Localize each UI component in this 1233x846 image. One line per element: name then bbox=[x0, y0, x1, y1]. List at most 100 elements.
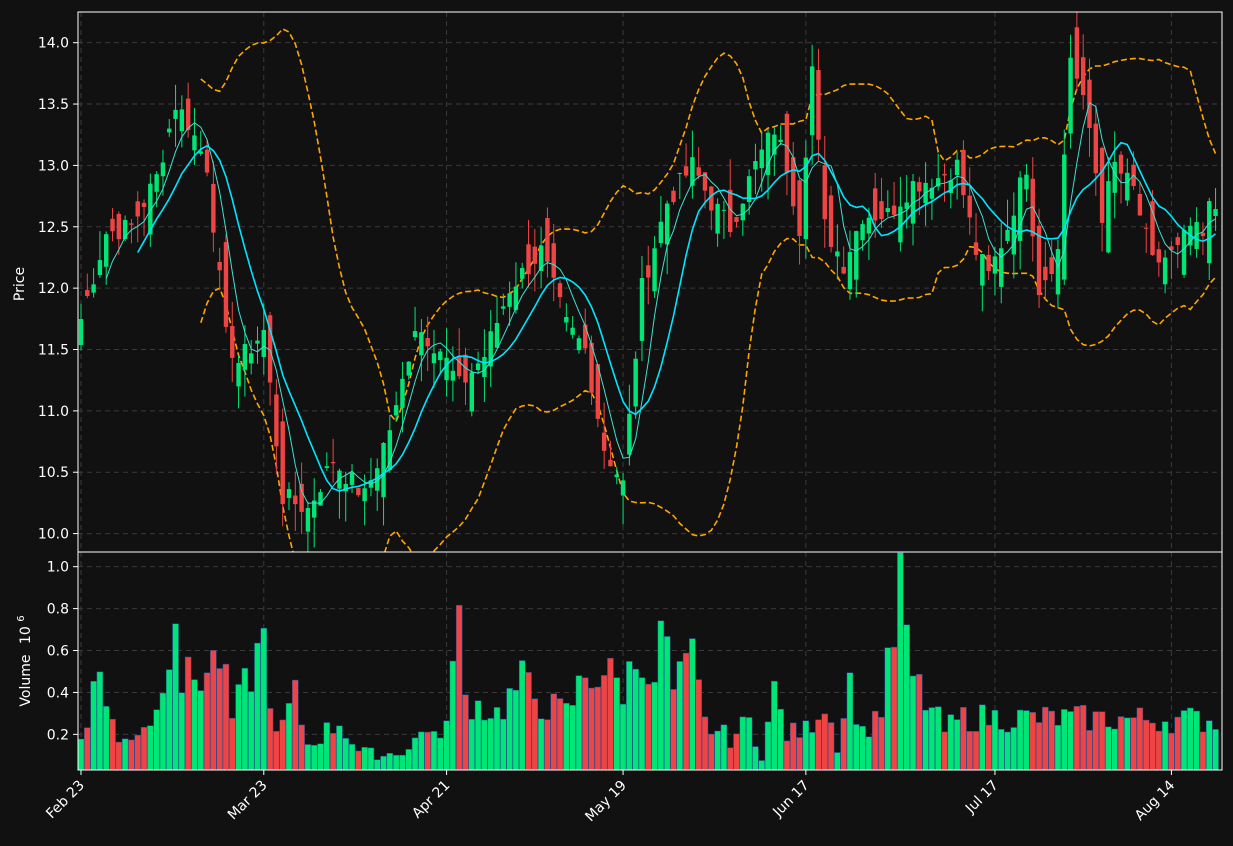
price-tick-label: 10.0 bbox=[38, 527, 69, 543]
candle-body-up bbox=[929, 187, 935, 199]
volume-bar-up bbox=[493, 707, 501, 771]
volume-bar-up bbox=[689, 638, 696, 771]
volume-bar-up bbox=[317, 743, 324, 771]
candle-body-up bbox=[992, 256, 998, 274]
volume-bar-up bbox=[418, 731, 425, 771]
moving-averages bbox=[105, 102, 1216, 504]
volume-bar-up bbox=[102, 706, 110, 771]
volume-bar-up bbox=[481, 719, 488, 771]
volume-bar-down bbox=[588, 687, 595, 771]
candle-body-up bbox=[948, 180, 954, 193]
candle-body-down bbox=[646, 265, 651, 278]
sma-fast-line bbox=[105, 102, 1216, 504]
candle-body-up bbox=[885, 208, 890, 212]
candle-body-down bbox=[595, 364, 601, 419]
volume-bar-down bbox=[134, 734, 141, 771]
volume-bar-down bbox=[695, 679, 702, 771]
volume-bar-up bbox=[777, 708, 784, 771]
candle-body-up bbox=[1213, 209, 1218, 217]
volume-bar-up bbox=[1105, 726, 1112, 771]
volume-bar-up bbox=[802, 720, 810, 771]
svg-text:Volume 10 6: Volume 10 6 bbox=[16, 615, 34, 706]
candle-body-down bbox=[1093, 123, 1098, 174]
volume-bar-down bbox=[960, 707, 967, 771]
candle-body-up bbox=[173, 109, 178, 119]
volume-bar-down bbox=[594, 686, 602, 771]
candle-body-up bbox=[740, 203, 746, 221]
candle-body-up bbox=[570, 327, 575, 335]
volume-bar-down bbox=[109, 718, 116, 771]
candle-body-down bbox=[110, 218, 115, 232]
volume-bar-down bbox=[355, 750, 362, 771]
volume-bar-up bbox=[1124, 717, 1131, 771]
volume-bar-up bbox=[834, 752, 841, 771]
candle-body-down bbox=[1169, 246, 1174, 250]
volume-bar-up bbox=[96, 671, 104, 771]
volume-bar-down bbox=[1048, 710, 1055, 771]
volume-bar-down bbox=[455, 605, 463, 771]
volume-bar-down bbox=[783, 740, 791, 771]
volume-bar-up bbox=[392, 754, 400, 771]
candle-body-down bbox=[879, 201, 884, 220]
volume-bar-up bbox=[235, 684, 242, 771]
candle-body-up bbox=[248, 353, 254, 364]
volume-bar-down bbox=[544, 719, 551, 771]
candle-body-down bbox=[961, 149, 966, 196]
volume-bar-down bbox=[216, 668, 223, 771]
candle-body-up bbox=[305, 508, 311, 532]
sma-slow-line bbox=[137, 141, 1216, 492]
candle-body-down bbox=[116, 213, 122, 240]
price-tick-label: 11.5 bbox=[38, 343, 69, 359]
volume-bar-down bbox=[424, 731, 431, 771]
volume-bar-up bbox=[323, 722, 331, 771]
candle-body-up bbox=[312, 500, 317, 518]
candle-body-up bbox=[1194, 222, 1199, 249]
candle-body-up bbox=[639, 278, 645, 341]
volume-bar-down bbox=[701, 716, 709, 771]
candle-body-down bbox=[973, 242, 979, 255]
volume-bar-up bbox=[147, 725, 154, 771]
volume-bar-down bbox=[581, 677, 589, 771]
candle-body-up bbox=[362, 488, 367, 502]
volume-bar-down bbox=[972, 731, 980, 771]
candle-body-up bbox=[494, 322, 500, 348]
candle-body-up bbox=[866, 217, 872, 234]
volume-bar-down bbox=[796, 737, 803, 771]
volume-bar-up bbox=[468, 719, 476, 771]
volume-bar-down bbox=[682, 652, 690, 771]
candle-body-down bbox=[274, 394, 279, 447]
volume-bar-up bbox=[449, 660, 457, 771]
volume-bar-down bbox=[840, 718, 847, 771]
volume-bar-up bbox=[758, 760, 765, 771]
volume-bar-up bbox=[897, 552, 904, 771]
candle-body-up bbox=[778, 139, 783, 143]
candle-body-down bbox=[734, 217, 739, 222]
volume-bar-up bbox=[563, 702, 570, 771]
volume-bar-up bbox=[903, 624, 910, 771]
candle-body-down bbox=[551, 243, 556, 278]
volume-tick-label: 0.2 bbox=[47, 727, 69, 743]
candle-body-up bbox=[854, 231, 859, 280]
candle-body-up bbox=[564, 316, 569, 323]
volume-bar-up bbox=[310, 744, 318, 771]
volume-bar-down bbox=[878, 716, 885, 771]
volume-bar-up bbox=[953, 719, 961, 771]
volume-bar-down bbox=[1086, 730, 1093, 771]
volume-bar-down bbox=[916, 674, 923, 771]
volume-bar-down bbox=[827, 722, 835, 771]
candle-body-up bbox=[198, 151, 203, 154]
candle-body-down bbox=[267, 315, 273, 383]
candle-body-down bbox=[1074, 27, 1080, 79]
volume-bar-up bbox=[1004, 731, 1011, 771]
candle-body-down bbox=[791, 157, 796, 207]
volume-bar-down bbox=[600, 675, 608, 771]
volume-tick-label: 0.4 bbox=[47, 685, 69, 701]
volume-bar-down bbox=[279, 719, 286, 771]
candle-body-up bbox=[1162, 257, 1168, 285]
volume-bar-down bbox=[1092, 711, 1100, 771]
price-y-axis-label: Price bbox=[12, 267, 28, 301]
volume-tick-label: 1.0 bbox=[47, 560, 69, 576]
volume-bar-up bbox=[1054, 724, 1062, 771]
candle-body-up bbox=[627, 413, 632, 455]
